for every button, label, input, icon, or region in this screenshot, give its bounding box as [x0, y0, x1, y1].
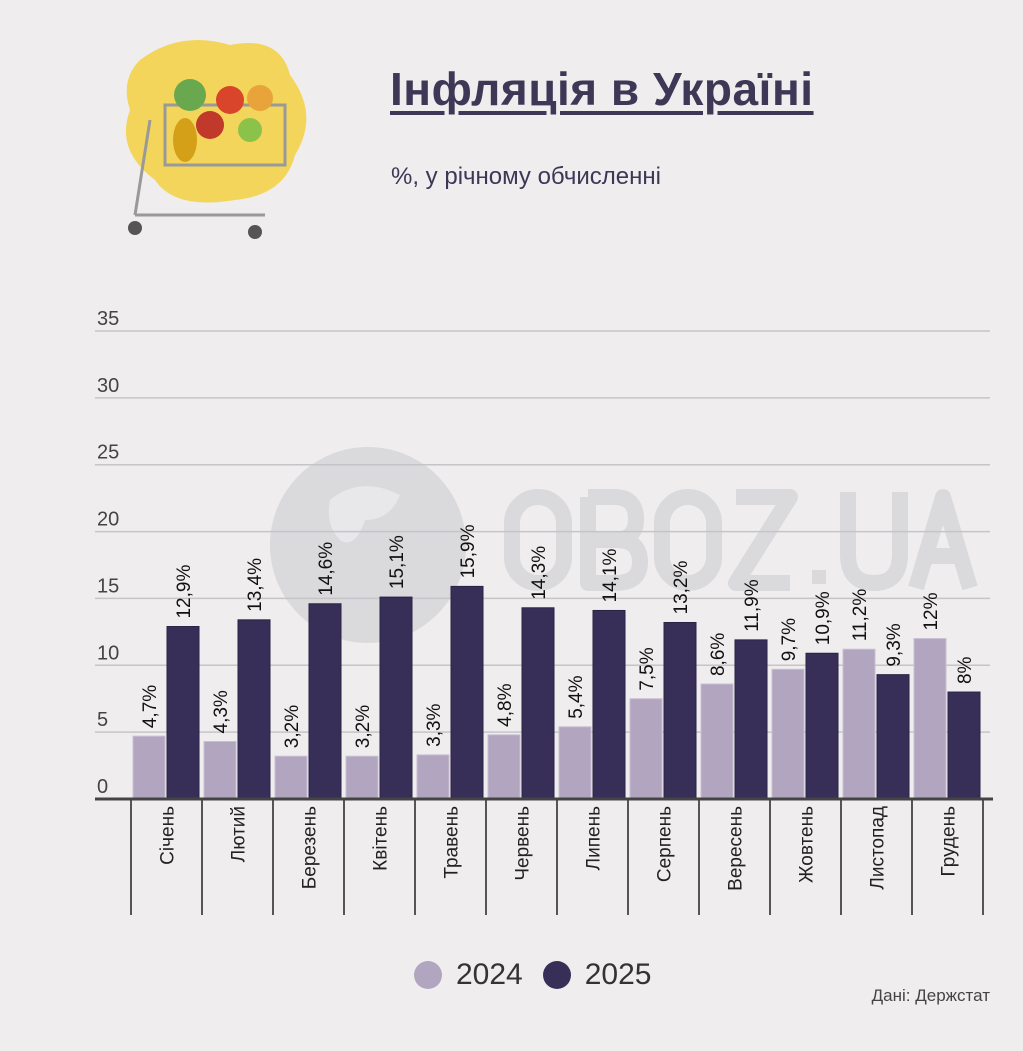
data-label: 14,3%	[529, 546, 550, 600]
bar-2024	[842, 648, 876, 800]
x-category-label: Жовтень	[797, 806, 818, 883]
y-tick-label: 20	[97, 509, 119, 531]
x-category-label: Лютий	[229, 806, 250, 862]
x-category-label: Грудень	[939, 806, 960, 877]
data-label: 4,3%	[211, 690, 232, 733]
data-label: 8%	[955, 656, 976, 684]
data-label: 9,7%	[779, 618, 800, 661]
data-label: 10,9%	[813, 591, 834, 645]
legend-item-2024: 2024	[414, 958, 523, 992]
y-tick-label: 0	[97, 776, 108, 798]
data-label: 4,8%	[495, 683, 516, 726]
data-label: 13,2%	[671, 561, 692, 615]
x-category-label: Серпень	[655, 806, 676, 882]
data-label: 3,2%	[353, 705, 374, 748]
legend-item-2025: 2025	[542, 958, 652, 992]
cart-illustration	[125, 40, 307, 239]
data-label: 14,6%	[316, 542, 337, 596]
y-tick-label: 25	[97, 442, 119, 464]
x-category-label: Січень	[158, 806, 179, 865]
data-label: 5,4%	[566, 675, 587, 718]
bar-2025	[805, 652, 839, 800]
watermark	[270, 447, 978, 643]
bar-2025	[734, 639, 768, 800]
bar-2024	[487, 734, 521, 800]
y-tick-label: 35	[97, 308, 119, 330]
source-note: Дані: Держстат	[871, 986, 990, 1005]
x-category-label: Травень	[442, 806, 463, 879]
data-label: 13,4%	[245, 558, 266, 612]
watermark-globe-icon	[270, 447, 466, 643]
data-label: 12,9%	[174, 565, 195, 619]
bar-2024	[771, 668, 805, 800]
legend-swatch-2025	[542, 961, 571, 989]
data-label: 11,9%	[742, 579, 763, 632]
bar-2025	[308, 603, 342, 800]
bar-2024	[203, 741, 237, 800]
data-label: 3,3%	[424, 703, 445, 746]
x-category-label: Вересень	[726, 806, 747, 891]
data-label: 11,2%	[850, 589, 871, 642]
bar-2024	[132, 735, 166, 800]
bar-2024	[558, 726, 592, 800]
y-tick-label: 5	[97, 709, 108, 731]
legend-label-2025: 2025	[584, 958, 652, 991]
legend-label-2024: 2024	[456, 958, 523, 991]
x-category-label: Березень	[300, 806, 321, 889]
x-category-label: Липень	[584, 806, 605, 870]
y-tick-label: 30	[97, 375, 119, 397]
bar-2025	[450, 585, 484, 800]
bar-2024	[416, 754, 450, 800]
bar-2024	[274, 755, 308, 800]
data-label: 4,7%	[140, 685, 161, 728]
data-label: 12%	[921, 592, 942, 630]
data-label: 7,5%	[637, 647, 658, 690]
x-category-label: Червень	[513, 806, 534, 881]
bar-2025	[876, 674, 910, 800]
data-label: 9,3%	[884, 623, 905, 666]
watermark-logo-lettering	[504, 489, 978, 591]
y-tick-label: 10	[97, 642, 119, 664]
bar-2025	[237, 619, 271, 800]
bar-2025	[379, 596, 413, 800]
bar-2025	[663, 621, 697, 800]
data-label: 15,1%	[387, 535, 408, 589]
legend: 2024 2025	[414, 958, 672, 992]
y-tick-label: 15	[97, 575, 119, 597]
bar-2024	[913, 638, 947, 800]
legend-swatch-2024	[414, 961, 442, 989]
bar-2025	[166, 626, 200, 800]
page-title: Інфляція в Україні	[390, 63, 814, 115]
data-label: 8,6%	[708, 633, 729, 676]
bar-2024	[629, 698, 663, 800]
subtitle: %, у річному обчисленні	[391, 163, 661, 190]
data-label: 3,2%	[282, 705, 303, 748]
bar-2025	[521, 607, 555, 800]
data-label: 15,9%	[458, 524, 479, 578]
bar-2024	[700, 683, 734, 800]
data-label: 14,1%	[600, 548, 621, 602]
x-category-label: Квітень	[371, 806, 392, 871]
x-category-label: Листопад	[868, 806, 889, 890]
bar-2025	[592, 609, 626, 800]
bar-2024	[345, 755, 379, 800]
bar-2025	[947, 691, 981, 800]
